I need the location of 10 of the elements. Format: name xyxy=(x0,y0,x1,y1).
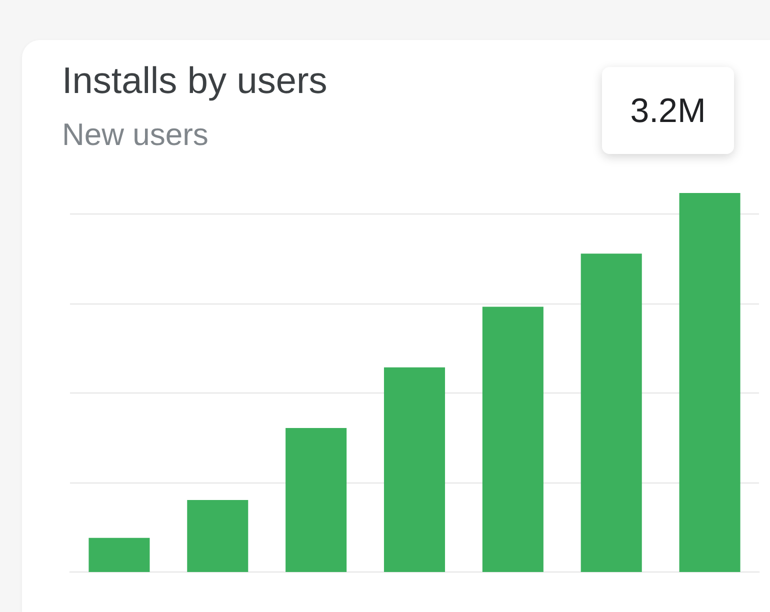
bar xyxy=(580,254,642,572)
bar xyxy=(286,428,347,572)
chart-title: Installs by users xyxy=(62,60,328,101)
chart-subtitle: New users xyxy=(62,117,208,152)
text: 3.2M xyxy=(630,92,706,130)
bar xyxy=(384,367,446,572)
bar xyxy=(482,306,544,572)
bar xyxy=(187,500,248,572)
bar xyxy=(88,538,150,572)
bar xyxy=(679,193,740,572)
